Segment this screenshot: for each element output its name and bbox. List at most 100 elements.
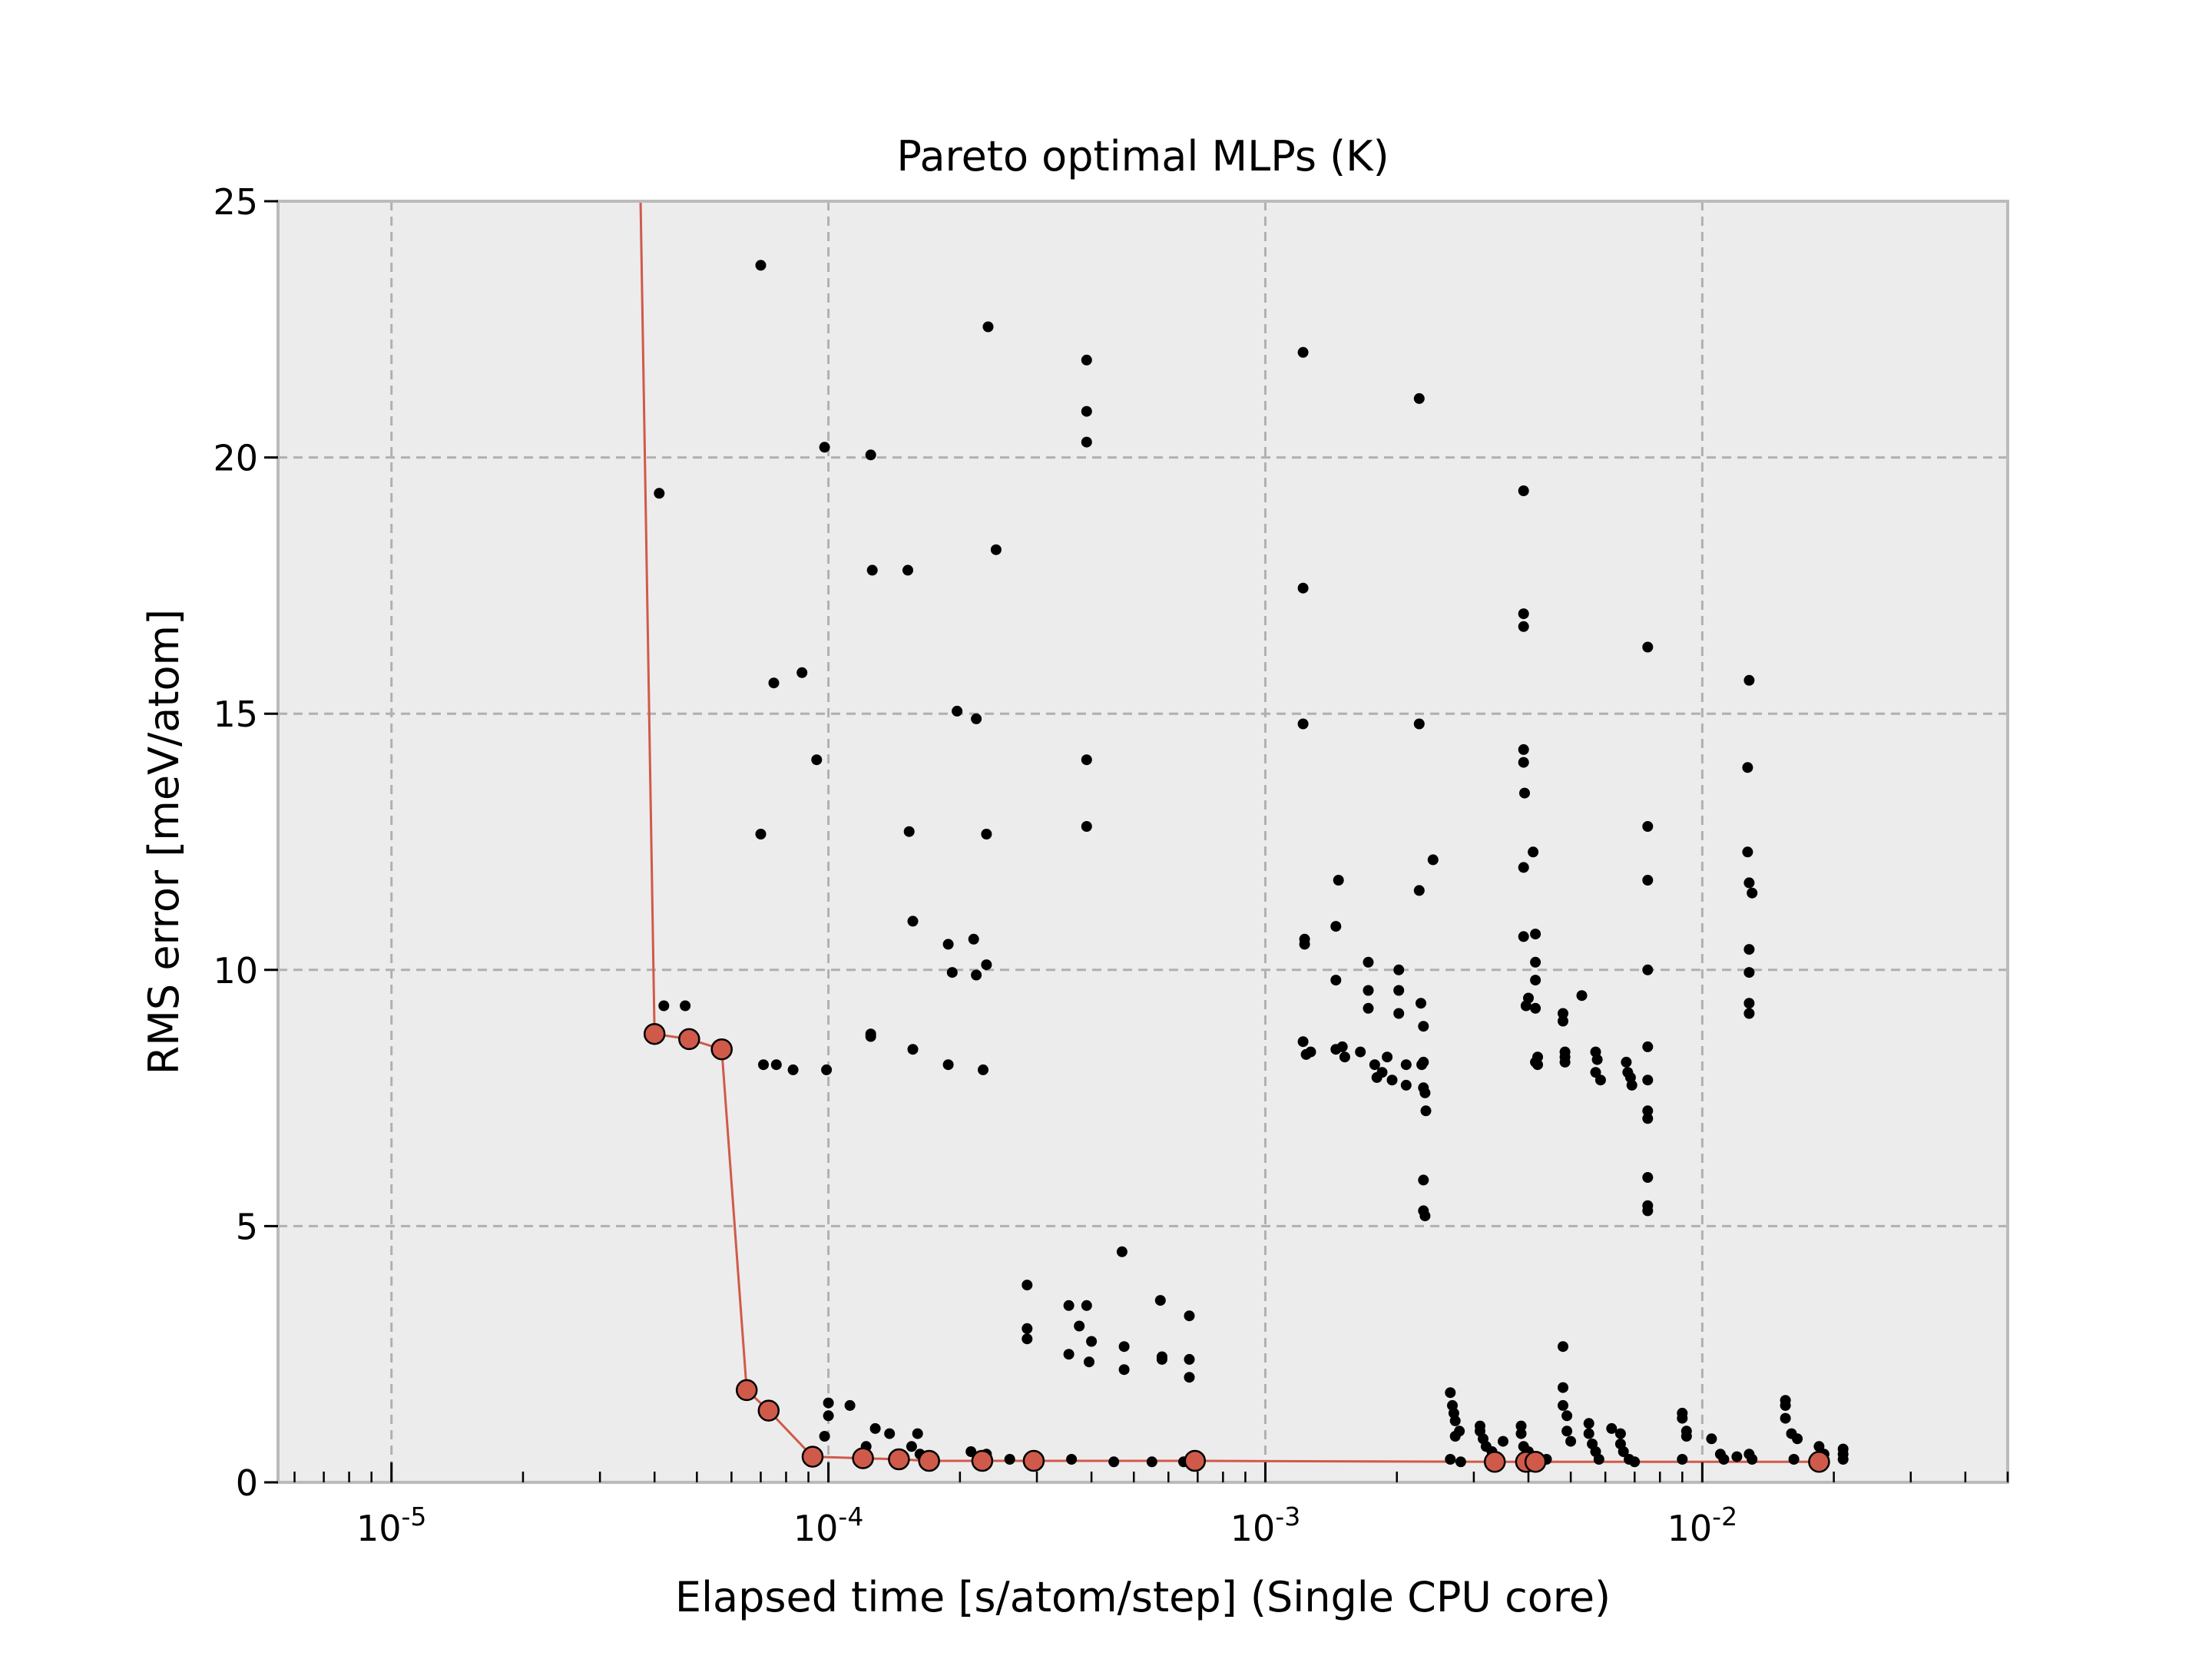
model-point [1022,1323,1033,1334]
pareto-point [971,1449,994,1472]
y-tick-label: 10 [213,950,258,992]
model-point [654,488,665,499]
pareto-point [1524,1451,1547,1473]
model-point [1747,887,1758,899]
model-point [1642,1172,1654,1183]
model-point [1642,964,1654,975]
model-point [1084,1356,1094,1368]
model-point [1518,621,1529,632]
model-point [1618,1446,1629,1457]
model-point [819,442,830,453]
pareto-point [757,1399,780,1422]
model-point [1706,1433,1717,1445]
model-point [1116,1246,1128,1257]
pareto-point [1022,1449,1045,1472]
model-point [1420,1105,1432,1117]
model-point [902,565,913,576]
pareto-point [643,1022,666,1045]
model-point [1642,1075,1654,1086]
pareto-point [1808,1451,1830,1473]
y-tick-label: 5 [236,1206,258,1247]
model-point [1583,1418,1594,1429]
model-point [981,959,992,971]
pareto-point [710,1038,733,1061]
model-point [1154,1295,1166,1306]
model-point [1333,875,1344,886]
model-point [1498,1435,1508,1447]
model-point [1590,1067,1601,1078]
model-point [907,916,919,927]
model-point [1299,939,1310,950]
axis-ticks: 0 5 10 15 20 25 10-5 10-4 10-3 10-2 [213,181,2009,1549]
model-point [823,1397,834,1409]
model-point [1416,1059,1428,1071]
model-point [1081,354,1092,366]
model-point [906,1441,917,1452]
model-point [1561,1410,1573,1422]
model-point [1413,885,1425,896]
x-tick-label: 10-4 [793,1502,863,1549]
model-point [1118,1364,1130,1376]
model-point [1642,1105,1654,1117]
pareto-point [801,1445,824,1468]
model-point [823,1410,834,1422]
model-point [1297,582,1309,594]
model-point [758,1059,769,1071]
x-tick-label: 10-3 [1230,1502,1300,1549]
model-point [1642,1205,1654,1217]
model-point [1413,392,1425,404]
y-tick-label: 15 [213,694,258,735]
model-point [1416,998,1426,1009]
model-point [971,713,982,724]
model-point [1022,1280,1033,1291]
x-axis-label: Elapsed time [s/atom/step] (Single CPU c… [675,1573,1611,1621]
model-point [1363,985,1374,996]
model-point [942,939,954,950]
model-point [1742,762,1753,773]
pareto-point [735,1379,758,1402]
model-point [1400,1059,1412,1071]
model-point [903,826,915,837]
model-point [946,967,958,979]
model-point [1792,1433,1803,1445]
model-point [1393,985,1405,996]
model-point [1558,1341,1568,1353]
model-point [1743,674,1755,686]
model-point [1393,1008,1405,1019]
model-point [1558,1008,1568,1019]
model-point [1642,821,1654,832]
model-point [1583,1428,1594,1439]
model-point [1591,1054,1603,1065]
model-point [1780,1399,1791,1411]
model-point [1515,1428,1527,1439]
y-axis-label: RMS error [meV/atom] [140,609,188,1075]
model-point [1677,1454,1688,1465]
model-point [942,1059,954,1071]
model-point [1004,1454,1015,1465]
model-point [1518,757,1529,768]
model-point [1520,1000,1532,1012]
pareto-point [1184,1449,1207,1472]
model-point [1400,1079,1412,1091]
model-point [1455,1456,1466,1468]
model-point [1086,1336,1098,1347]
model-point [1449,1415,1461,1426]
model-point [1518,608,1529,620]
model-point [1530,1002,1541,1014]
model-point [1747,1454,1758,1465]
model-point [1518,743,1529,755]
model-point [1445,1387,1456,1399]
model-point [1297,346,1309,358]
model-point [1081,1300,1092,1311]
model-point [819,1431,830,1442]
model-point [1418,1174,1429,1186]
model-point [1363,1002,1374,1014]
model-point [755,260,767,271]
model-point [1081,754,1092,766]
model-point [1519,787,1530,799]
plot-frame [276,200,2009,1484]
pareto-markers [643,1022,1830,1473]
model-point [1118,1341,1130,1353]
model-point [1184,1310,1195,1322]
model-point [1813,1441,1825,1452]
